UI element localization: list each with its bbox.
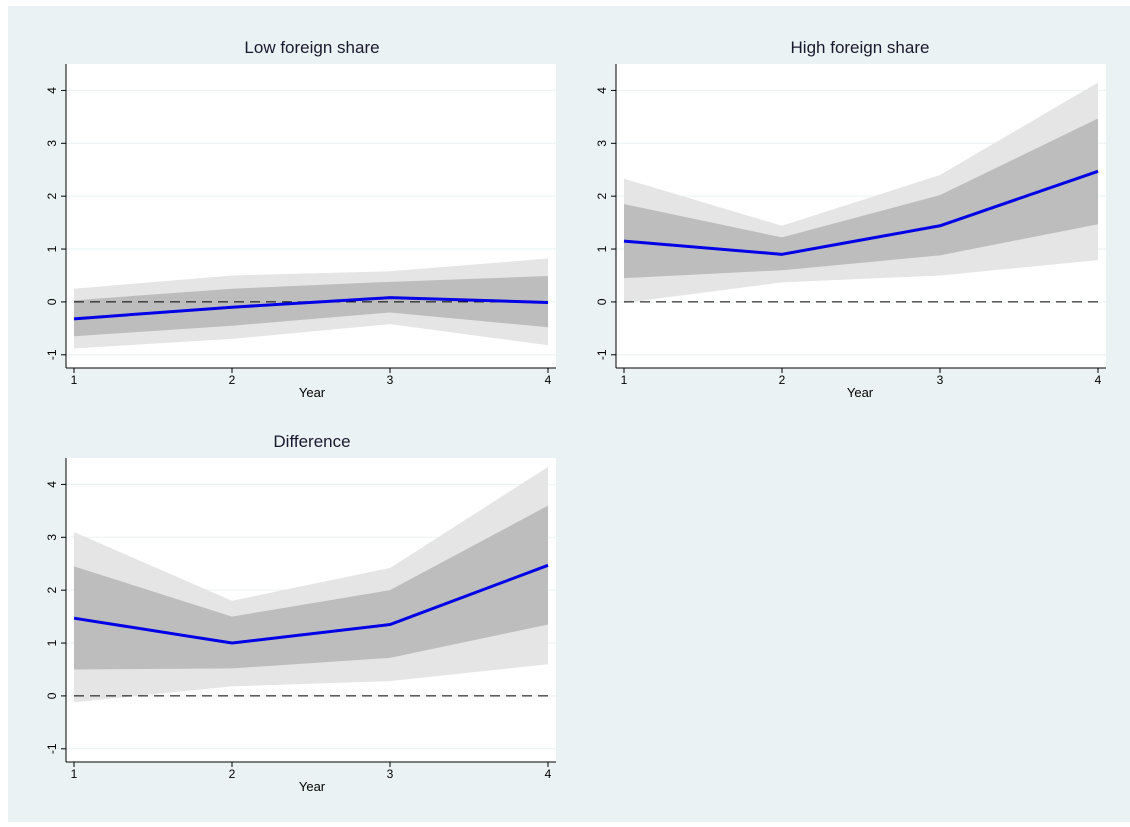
y-tick-label: -1 [595,349,609,360]
chart-title: Difference [273,432,350,451]
x-axis-label: Year [847,385,874,400]
chart-panel-3: -1 0 1 2 3 4 1 2 3 4 Year Difference [45,432,556,794]
x-tick-label: 4 [545,767,552,781]
y-tick-label: -1 [45,349,59,360]
x-tick-label: 3 [937,373,944,387]
y-tick-label: 0 [595,298,609,305]
y-tick-label: 4 [595,87,609,94]
y-tick-label: 0 [45,692,59,699]
series-line [73,296,549,321]
series-line [623,169,1099,256]
x-tick-label: 4 [1095,373,1102,387]
x-tick-label: 4 [545,373,552,387]
y-tick-label: 3 [45,534,59,541]
x-axis-label: Year [299,385,326,400]
y-tick-label: 4 [45,87,59,94]
chart-title: High foreign share [791,38,930,57]
chart-panel-1: -1 0 1 2 3 4 1 2 3 4 Year Low foreign share [45,38,556,400]
chart-panel-2: -1 0 1 2 3 4 1 2 3 4 Year High foreign share [595,38,1106,400]
x-tick-label: 2 [229,373,236,387]
y-tick-label: 4 [45,481,59,488]
y-tick-label: 3 [595,140,609,147]
series-line [73,563,549,645]
chart-canvas: -1 0 1 2 3 4 1 2 3 4 Year Low foreign share -1 0 1 2 3 4 1… [45,38,1106,794]
confidence-band-inner [74,276,548,337]
y-tick-label: -1 [45,743,59,754]
x-tick-label: 2 [779,373,786,387]
y-tick-label: 1 [45,639,59,646]
chart-title: Low foreign share [244,38,379,57]
y-tick-label: 1 [45,245,59,252]
confidence-band-inner [624,118,1098,279]
confidence-band-inner [74,505,548,670]
x-tick-label: 1 [71,373,78,387]
x-axis-label: Year [299,779,326,794]
y-tick-label: 0 [45,298,59,305]
x-tick-label: 2 [229,767,236,781]
y-tick-label: 2 [45,587,59,594]
y-tick-label: 3 [45,140,59,147]
figure-background: -1 0 1 2 3 4 1 2 3 4 Year Low foreign share -1 0 1 2 3 4 1… [8,6,1130,822]
y-tick-label: 2 [45,193,59,200]
x-tick-label: 1 [621,373,628,387]
y-tick-label: 2 [595,193,609,200]
x-tick-label: 1 [71,767,78,781]
x-tick-label: 3 [387,767,394,781]
x-tick-label: 3 [387,373,394,387]
y-tick-label: 1 [595,245,609,252]
